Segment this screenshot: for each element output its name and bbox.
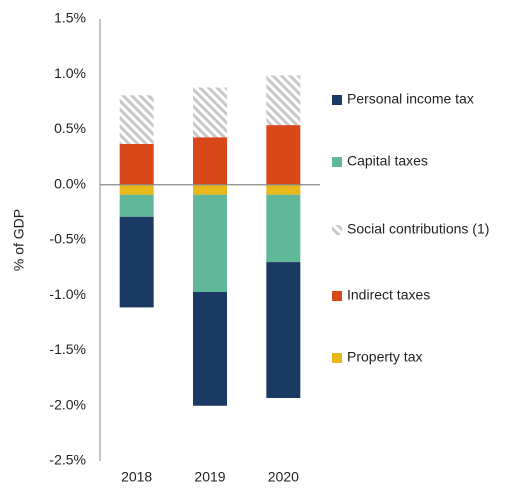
y-tick-label: 0.0%	[54, 175, 86, 191]
y-tick-label: -0.5%	[49, 231, 86, 247]
x-tick-label: 2020	[268, 469, 299, 485]
bar-segment	[119, 184, 154, 195]
x-tick-label: 2019	[194, 469, 225, 485]
x-tick-label: 2018	[121, 469, 152, 485]
legend-label: Social contributions (1)	[347, 221, 489, 237]
y-tick-label: -1.0%	[49, 286, 86, 302]
bar-segment	[193, 87, 227, 138]
legend-swatch	[332, 291, 342, 301]
y-tick-label: -2.0%	[49, 396, 86, 412]
bar-segment	[119, 143, 154, 185]
bar-segment	[119, 216, 154, 308]
bar-segment	[193, 194, 227, 292]
bar-segment	[266, 75, 301, 126]
y-axis-label: % of GDP	[11, 209, 27, 271]
y-tick-label: 1.0%	[54, 65, 86, 81]
legend-swatch	[332, 95, 342, 105]
bar-segment	[266, 184, 301, 195]
legend-label: Personal income tax	[347, 91, 474, 107]
legend-label: Indirect taxes	[347, 287, 430, 303]
legend-swatch	[332, 225, 342, 235]
legend-swatch	[332, 353, 342, 363]
bar-segment	[119, 95, 154, 144]
bar-segment	[193, 184, 227, 195]
y-tick-label: -1.5%	[49, 341, 86, 357]
legend-label: Property tax	[347, 349, 422, 365]
y-tick-label: 0.5%	[54, 120, 86, 136]
bar-segment	[193, 291, 227, 406]
bar-segment	[119, 194, 154, 217]
legend-swatch	[332, 157, 342, 167]
bar-segment	[266, 194, 301, 263]
y-tick-label: 1.5%	[54, 10, 86, 26]
bar-segment	[266, 125, 301, 185]
legend-label: Capital taxes	[347, 153, 428, 169]
bar-segment	[266, 262, 301, 399]
bar-segment	[193, 137, 227, 185]
y-tick-label: -2.5%	[49, 452, 86, 468]
